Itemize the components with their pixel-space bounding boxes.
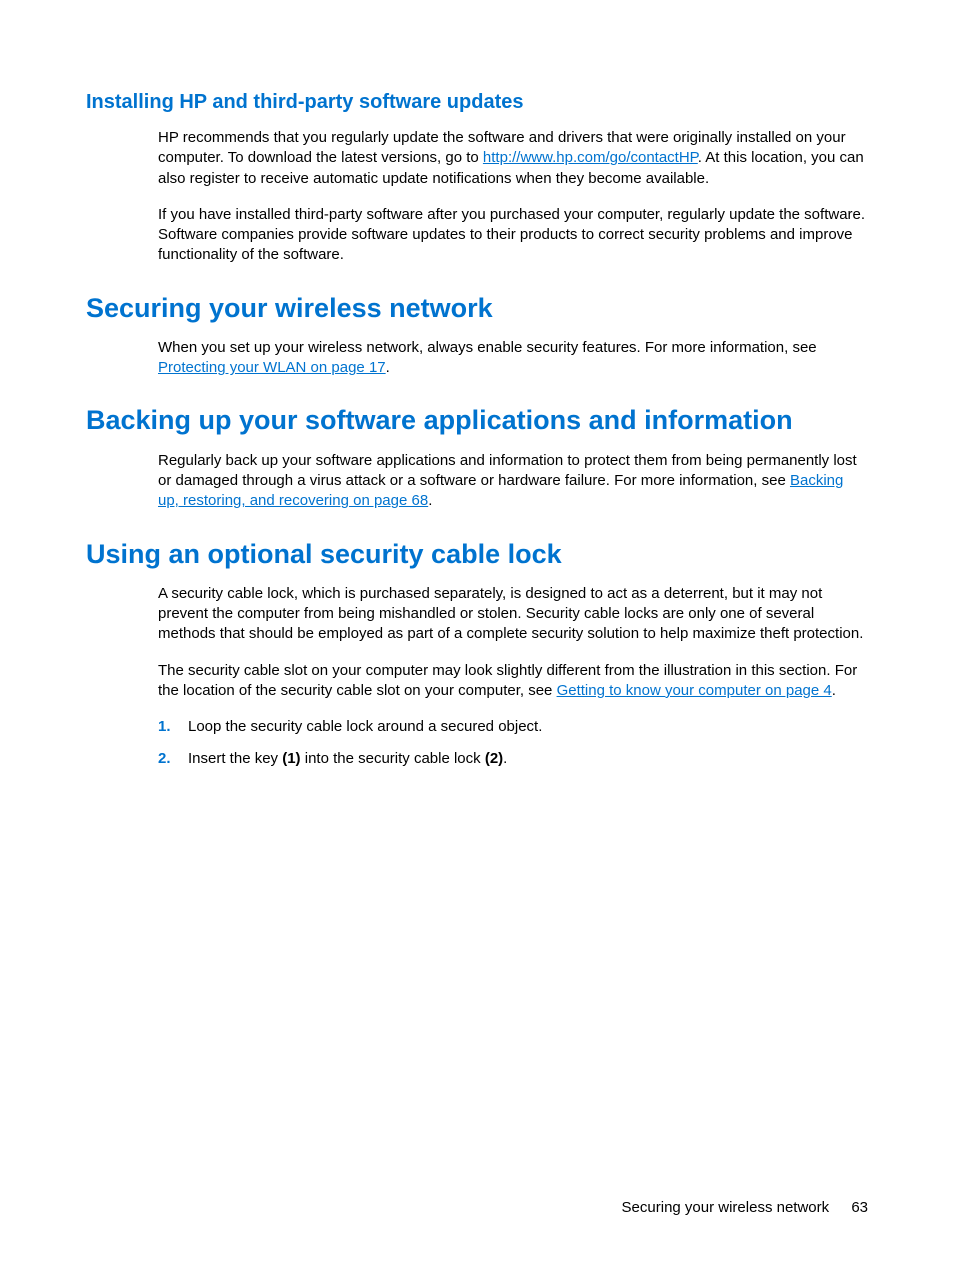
link-contact-hp[interactable]: http://www.hp.com/go/contactHP [483, 149, 698, 166]
step-number: 1. [158, 717, 188, 737]
link-getting-to-know[interactable]: Getting to know your computer on page 4 [557, 682, 832, 699]
callout-ref: (1) [282, 750, 300, 767]
step-number: 2. [158, 749, 188, 769]
step-text: Insert the key (1) into the security cab… [188, 749, 507, 769]
text: Insert the key [188, 750, 282, 767]
step-item: 1. Loop the security cable lock around a… [158, 717, 868, 737]
document-page: Installing HP and third-party software u… [0, 0, 954, 770]
text: into the security cable lock [301, 750, 485, 767]
section-installing-updates-body: HP recommends that you regularly update … [158, 128, 868, 266]
callout-ref: (2) [485, 750, 503, 767]
step-item: 2. Insert the key (1) into the security … [158, 749, 868, 769]
text: When you set up your wireless network, a… [158, 339, 817, 356]
paragraph: HP recommends that you regularly update … [158, 128, 868, 189]
paragraph: A security cable lock, which is purchase… [158, 584, 868, 645]
text: Regularly back up your software applicat… [158, 452, 857, 489]
heading-backing-up: Backing up your software applications an… [86, 404, 868, 436]
link-protecting-wlan[interactable]: Protecting your WLAN on page 17 [158, 359, 386, 376]
heading-securing-wireless: Securing your wireless network [86, 292, 868, 324]
section-security-cable-lock-body: A security cable lock, which is purchase… [158, 584, 868, 770]
page-footer: Securing your wireless network 63 [622, 1199, 868, 1216]
text: . [503, 750, 507, 767]
footer-page-number: 63 [851, 1199, 868, 1216]
paragraph: The security cable slot on your computer… [158, 661, 868, 702]
text: . [386, 359, 390, 376]
section-securing-wireless-body: When you set up your wireless network, a… [158, 338, 868, 379]
paragraph: If you have installed third-party softwa… [158, 205, 868, 266]
footer-section-label: Securing your wireless network [622, 1199, 830, 1216]
text: . [428, 492, 432, 509]
step-text: Loop the security cable lock around a se… [188, 717, 542, 737]
section-backing-up-body: Regularly back up your software applicat… [158, 451, 868, 512]
ordered-steps: 1. Loop the security cable lock around a… [158, 717, 868, 770]
text: . [832, 682, 836, 699]
heading-security-cable-lock: Using an optional security cable lock [86, 538, 868, 570]
heading-installing-updates: Installing HP and third-party software u… [86, 90, 868, 114]
paragraph: When you set up your wireless network, a… [158, 338, 868, 379]
paragraph: Regularly back up your software applicat… [158, 451, 868, 512]
